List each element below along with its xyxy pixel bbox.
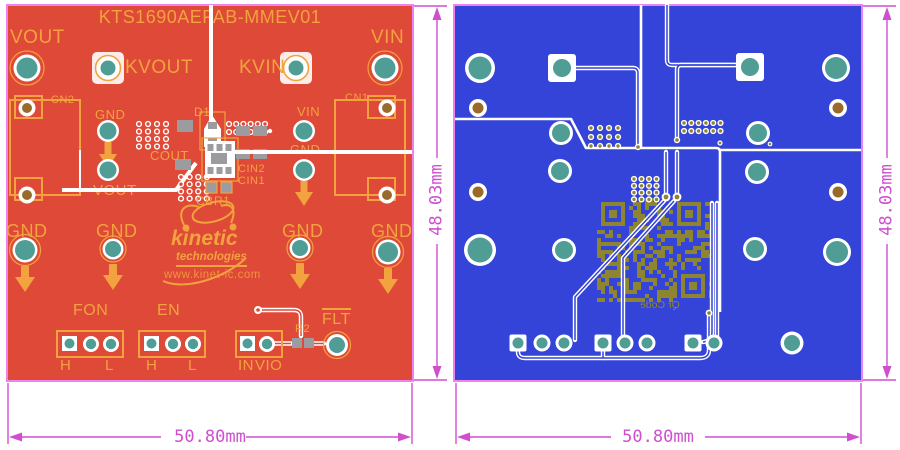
vout-pad <box>9 50 45 86</box>
logo-url: www.kinet-ic.com <box>164 269 261 281</box>
label-gnd-mid-left: GND <box>95 107 126 122</box>
label-en-l: L <box>188 357 197 374</box>
r2-footprint <box>292 338 314 348</box>
qr-code <box>597 198 713 302</box>
back-bottom-headers <box>509 331 804 355</box>
label-kvout: KVOUT <box>125 57 193 78</box>
label-qr-code-mirrored: Qr Code <box>640 299 680 311</box>
vin-gnd-mid-right-pads <box>293 120 315 206</box>
label-fon-h: H <box>60 357 72 374</box>
via-grid <box>630 175 660 203</box>
label-vin-top: VIN <box>371 27 405 48</box>
label-fon-l: L <box>105 357 114 374</box>
kvin-pad <box>280 52 312 84</box>
via-grid <box>135 120 170 150</box>
passive-footprints <box>175 126 267 194</box>
fon-header <box>56 330 124 358</box>
via-grid <box>587 124 622 150</box>
dim-height-left: 48.03mm <box>426 164 447 236</box>
label-cn1: CN1 <box>345 92 369 104</box>
kvout-pad <box>92 52 124 84</box>
label-in: IN <box>238 357 254 374</box>
ic-footprint <box>201 137 239 182</box>
in-vio-header <box>235 330 283 358</box>
label-gnd-row-1: GND <box>6 221 48 241</box>
label-gnd-row-2: GND <box>96 221 138 241</box>
label-r2: R2 <box>295 323 311 335</box>
via-grid <box>680 119 724 135</box>
trace-over-title <box>209 5 213 121</box>
label-cb: CB <box>196 194 214 208</box>
via-grid <box>177 173 210 202</box>
dimension-lines <box>7 5 896 444</box>
back-corner-holes <box>464 53 851 266</box>
label-fon: FON <box>73 302 109 319</box>
dim-width-left: 50.80mm <box>174 427 246 447</box>
label-r1: R1 <box>214 194 231 208</box>
label-vout-top: VOUT <box>10 27 65 48</box>
en-header <box>138 330 206 358</box>
trace-over-gnd <box>236 150 412 154</box>
label-vin-mid: VIN <box>297 104 321 119</box>
label-en-h: H <box>146 357 158 374</box>
label-flt: FLT <box>322 308 351 328</box>
label-cout: COUT <box>150 148 189 163</box>
back-plane-boundaries <box>455 5 861 312</box>
dim-height-right: 48.03mm <box>876 164 897 236</box>
label-cin2: CIN2 <box>238 163 266 175</box>
dim-width-right: 50.80mm <box>622 427 694 447</box>
label-gnd-row-3: GND <box>282 221 324 241</box>
cn1-connector-outline <box>334 95 406 204</box>
label-cin1: CIN1 <box>238 175 266 187</box>
gnd-mid-left-pads <box>97 120 119 181</box>
logo-technologies: technologies <box>176 251 247 267</box>
logo-kinetic: kinetic <box>171 227 238 250</box>
vin-pad <box>367 50 403 86</box>
back-square-pads-top <box>548 53 764 82</box>
label-cn2: CN2 <box>51 94 75 106</box>
flt-pad <box>322 330 352 360</box>
back-vias <box>634 136 773 317</box>
label-d1: D1 <box>194 105 211 119</box>
back-mid-pads <box>548 121 770 262</box>
kinetic-logo-art <box>162 200 247 286</box>
gnd-row-pads <box>8 233 405 294</box>
trace-over-vout <box>62 188 177 192</box>
label-gnd-row-4: GND <box>371 221 413 241</box>
label-en: EN <box>157 302 181 319</box>
via <box>267 128 273 134</box>
cn2-connector-outline <box>9 95 81 204</box>
label-kvin: KVIN <box>239 57 286 78</box>
label-vio: VIO <box>255 357 283 374</box>
